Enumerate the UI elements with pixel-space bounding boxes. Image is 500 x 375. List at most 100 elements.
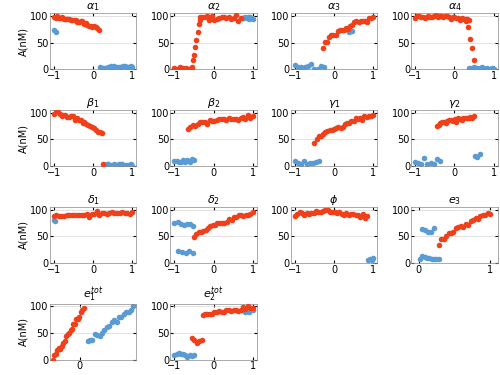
- Point: [96, 333, 104, 339]
- Point: [186, 159, 194, 165]
- Point: [356, 115, 364, 121]
- Point: [243, 308, 251, 314]
- Point: [85, 22, 93, 28]
- Point: [96, 64, 104, 70]
- Point: [326, 127, 334, 133]
- Point: [462, 16, 470, 22]
- Point: [369, 112, 377, 118]
- Point: [477, 64, 485, 70]
- Point: [365, 15, 373, 21]
- Point: [307, 61, 315, 67]
- Point: [309, 159, 317, 165]
- Point: [110, 63, 118, 69]
- Point: [423, 255, 431, 261]
- Point: [365, 113, 373, 119]
- Point: [248, 16, 256, 22]
- Point: [120, 210, 128, 216]
- Point: [108, 209, 116, 214]
- Point: [186, 248, 194, 254]
- Point: [336, 126, 344, 132]
- Point: [486, 211, 494, 217]
- Point: [192, 231, 200, 237]
- Point: [190, 52, 198, 58]
- Point: [68, 17, 76, 23]
- Point: [468, 45, 476, 51]
- Point: [446, 16, 454, 22]
- Point: [345, 29, 353, 35]
- Point: [50, 213, 58, 219]
- Point: [90, 23, 98, 29]
- Point: [245, 16, 253, 22]
- Point: [176, 64, 184, 70]
- Point: [471, 153, 479, 159]
- Point: [119, 163, 127, 169]
- Point: [458, 15, 466, 21]
- Point: [206, 117, 214, 123]
- Point: [206, 16, 214, 22]
- Point: [322, 129, 330, 135]
- Point: [118, 64, 126, 70]
- Point: [115, 314, 123, 320]
- Point: [170, 220, 178, 226]
- Point: [294, 64, 302, 70]
- Point: [436, 13, 444, 20]
- Point: [227, 116, 235, 122]
- Point: [55, 15, 63, 21]
- Point: [174, 350, 182, 356]
- Point: [450, 116, 458, 122]
- Point: [225, 307, 233, 313]
- Point: [244, 112, 252, 118]
- Point: [341, 122, 349, 128]
- Point: [434, 122, 442, 128]
- Point: [473, 154, 481, 160]
- Point: [96, 212, 104, 218]
- Point: [466, 218, 474, 224]
- Point: [93, 209, 101, 214]
- Point: [356, 18, 364, 24]
- Point: [59, 340, 67, 346]
- Point: [86, 123, 94, 129]
- Point: [86, 23, 94, 29]
- Point: [190, 352, 198, 358]
- Point: [208, 118, 216, 124]
- Point: [234, 212, 242, 218]
- Title: $\alpha_2$: $\alpha_2$: [207, 2, 220, 13]
- Point: [110, 317, 118, 323]
- Point: [80, 119, 88, 125]
- Point: [424, 228, 432, 234]
- Point: [237, 211, 245, 217]
- Point: [208, 13, 216, 19]
- Point: [204, 312, 212, 318]
- Point: [438, 13, 446, 19]
- Point: [321, 39, 329, 45]
- Point: [84, 122, 92, 128]
- Point: [304, 63, 312, 69]
- Point: [99, 160, 107, 166]
- Point: [192, 37, 200, 43]
- Point: [300, 213, 308, 219]
- Point: [291, 213, 299, 219]
- Point: [324, 128, 332, 134]
- Point: [248, 209, 256, 215]
- Point: [113, 210, 121, 216]
- Point: [98, 330, 106, 336]
- Point: [74, 117, 82, 123]
- Point: [433, 123, 441, 129]
- Point: [244, 15, 252, 21]
- Point: [174, 66, 182, 72]
- Point: [120, 311, 128, 317]
- Point: [124, 162, 132, 168]
- Point: [430, 225, 438, 231]
- Point: [75, 211, 83, 217]
- Point: [242, 306, 250, 312]
- Point: [53, 13, 61, 19]
- Point: [363, 20, 371, 26]
- Point: [302, 210, 310, 216]
- Point: [420, 254, 428, 260]
- Point: [354, 116, 362, 122]
- Point: [430, 160, 438, 166]
- Point: [321, 207, 329, 213]
- Point: [102, 161, 110, 167]
- Point: [314, 209, 322, 215]
- Point: [60, 16, 68, 22]
